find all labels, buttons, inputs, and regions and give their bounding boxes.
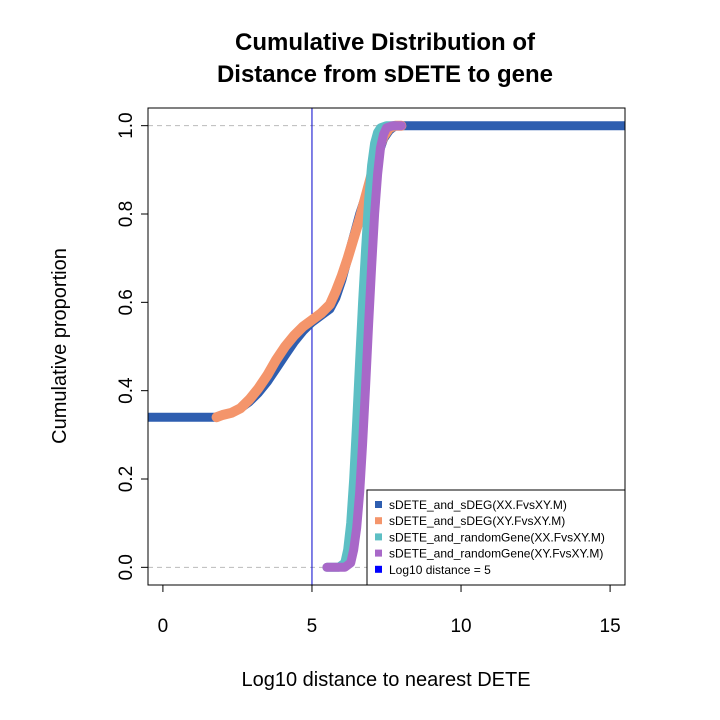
legend-label: sDETE_and_randomGene(XY.FvsXY.M) bbox=[389, 547, 603, 561]
y-tick-label: 0.2 bbox=[116, 466, 137, 492]
legend-swatch bbox=[375, 533, 382, 541]
series-line-0 bbox=[148, 121, 625, 422]
series-layer bbox=[148, 120, 625, 572]
legend-swatch bbox=[375, 517, 382, 525]
legend-label: sDETE_and_sDEG(XX.FvsXY.M) bbox=[389, 498, 567, 512]
y-tick-label: 0.8 bbox=[116, 201, 137, 227]
y-tick-label: 0.6 bbox=[116, 289, 137, 315]
series-line-2 bbox=[322, 121, 400, 572]
x-tick-label: 0 bbox=[158, 616, 169, 637]
y-axis: 0.0 0.2 0.4 0.6 0.8 1.0 bbox=[116, 112, 148, 581]
x-tick-label: 15 bbox=[600, 616, 621, 637]
x-tick-label: 5 bbox=[307, 616, 318, 637]
x-tick-label: 10 bbox=[450, 616, 471, 637]
x-axis: 0 5 10 15 bbox=[158, 585, 621, 637]
legend-label: Log10 distance = 5 bbox=[389, 563, 491, 577]
y-tick-label: 1.0 bbox=[116, 112, 137, 138]
legend-swatch bbox=[375, 501, 382, 508]
y-tick-label: 0.0 bbox=[116, 554, 137, 580]
legend: sDETE_and_sDEG(XX.FvsXY.M) sDETE_and_sDEG… bbox=[366, 489, 626, 586]
y-axis-label: Cumulative proportion bbox=[49, 248, 71, 444]
chart-title-line1: Cumulative Distribution of bbox=[235, 29, 536, 56]
legend-swatch bbox=[375, 549, 382, 557]
legend-label: sDETE_and_randomGene(XX.FvsXY.M) bbox=[389, 530, 605, 544]
chart-title-line2: Distance from sDETE to gene bbox=[217, 61, 553, 88]
series-line-3 bbox=[322, 121, 406, 572]
y-tick-label: 0.4 bbox=[116, 377, 137, 404]
legend-label: sDETE_and_sDEG(XY.FvsXY.M) bbox=[389, 514, 565, 528]
legend-box bbox=[366, 489, 626, 586]
x-axis-label: Log10 distance to nearest DETE bbox=[241, 669, 530, 691]
legend-swatch bbox=[375, 565, 382, 573]
